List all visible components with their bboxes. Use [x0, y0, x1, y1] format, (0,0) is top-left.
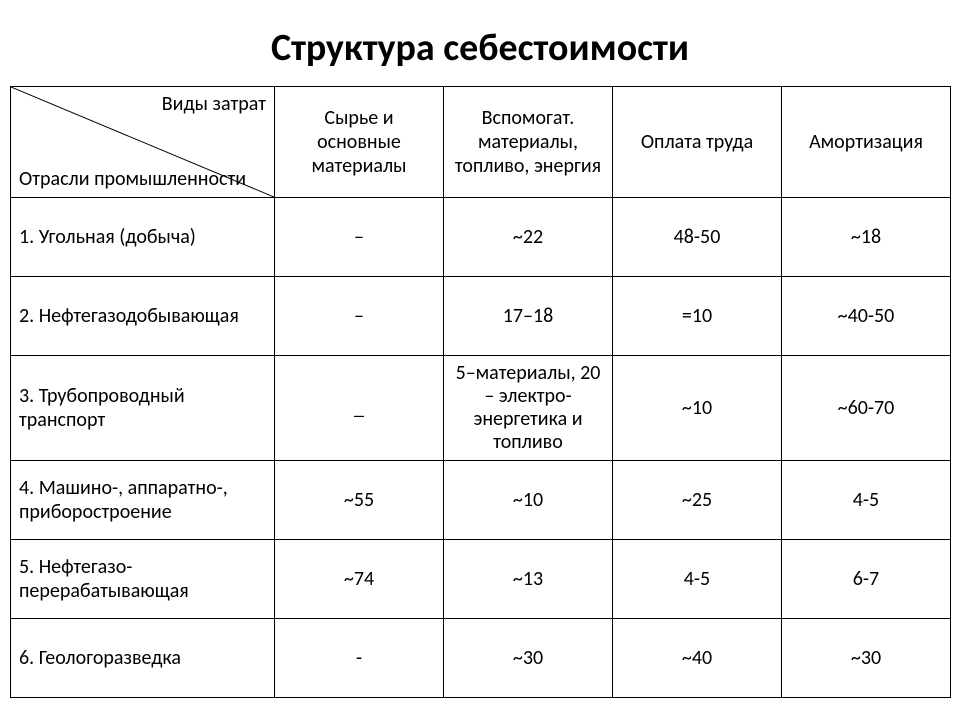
table-row: 6. Геологоразведка - ~30 ~40 ~30: [11, 619, 951, 698]
cell: 17–18: [444, 277, 613, 356]
cell: ~10: [613, 356, 782, 461]
cost-structure-table: Виды затрат Отрасли промышленности Сырье…: [10, 86, 951, 698]
cell: 48-50: [613, 198, 782, 277]
cell: ~74: [275, 540, 444, 619]
cell: ~30: [444, 619, 613, 698]
cell: _: [275, 356, 444, 461]
cell: ~40: [613, 619, 782, 698]
table-row: 4. Машино-, аппаратно-, приборостроение …: [11, 461, 951, 540]
cell: =10: [613, 277, 782, 356]
cell: ~10: [444, 461, 613, 540]
col-header: Сырье и основные материалы: [275, 87, 444, 198]
row-label: 4. Машино-, аппаратно-, приборостроение: [11, 461, 275, 540]
cell: ~25: [613, 461, 782, 540]
cell: 6-7: [782, 540, 951, 619]
cell: ~22: [444, 198, 613, 277]
cell: 4-5: [613, 540, 782, 619]
col-header: Оплата труда: [613, 87, 782, 198]
row-label: 5. Нефтегазо-перерабатывающая: [11, 540, 275, 619]
cell: ~40-50: [782, 277, 951, 356]
cell: –: [275, 198, 444, 277]
row-label: 2. Нефтегазодобывающая: [11, 277, 275, 356]
cell: ~30: [782, 619, 951, 698]
cell: 4-5: [782, 461, 951, 540]
row-label: 1. Угольная (добыча): [11, 198, 275, 277]
cell: -: [275, 619, 444, 698]
cell: –: [275, 277, 444, 356]
page-title: Структура себестоимости: [10, 25, 950, 71]
row-label: 3. Трубопроводный транспорт: [11, 356, 275, 461]
cell: ~18: [782, 198, 951, 277]
cell: ~60-70: [782, 356, 951, 461]
table-row: 3. Трубопроводный транспорт _ 5–материал…: [11, 356, 951, 461]
header-top-label: Виды затрат: [162, 93, 266, 116]
row-label: 6. Геологоразведка: [11, 619, 275, 698]
table-row: 5. Нефтегазо-перерабатывающая ~74 ~13 4-…: [11, 540, 951, 619]
header-diagonal-cell: Виды затрат Отрасли промышленности: [11, 87, 275, 198]
table-header-row: Виды затрат Отрасли промышленности Сырье…: [11, 87, 951, 198]
table-row: 1. Угольная (добыча) – ~22 48-50 ~18: [11, 198, 951, 277]
header-bottom-label: Отрасли промышленности: [19, 168, 246, 191]
col-header: Амортизация: [782, 87, 951, 198]
cell: 5–материалы, 20 – электро-энергетика и т…: [444, 356, 613, 461]
col-header: Вспомогат. материалы, топливо, энергия: [444, 87, 613, 198]
cell: ~13: [444, 540, 613, 619]
table-row: 2. Нефтегазодобывающая – 17–18 =10 ~40-5…: [11, 277, 951, 356]
cell: ~55: [275, 461, 444, 540]
